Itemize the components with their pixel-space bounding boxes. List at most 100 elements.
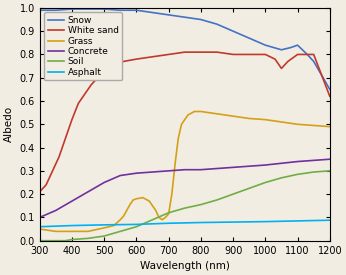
Concrete	[166, 169, 171, 172]
White sand	[102, 69, 106, 72]
Soil	[328, 169, 332, 172]
White sand	[328, 95, 332, 98]
Grass	[263, 118, 267, 121]
Snow	[199, 18, 203, 21]
White sand	[151, 55, 155, 58]
White sand	[312, 53, 316, 56]
Grass	[131, 198, 135, 202]
Soil	[38, 239, 42, 242]
Grass	[157, 216, 161, 219]
Snow	[183, 16, 187, 19]
White sand	[183, 51, 187, 54]
Grass	[176, 137, 180, 140]
Snow	[38, 9, 42, 12]
Soil	[54, 239, 58, 242]
Y-axis label: Albedo: Albedo	[4, 106, 14, 142]
Snow	[247, 37, 251, 40]
Grass	[215, 112, 219, 115]
Soil	[215, 198, 219, 202]
Soil	[70, 238, 74, 241]
White sand	[166, 53, 171, 56]
Snow	[289, 46, 293, 49]
White sand	[51, 169, 55, 172]
Grass	[231, 114, 235, 118]
Grass	[70, 230, 74, 233]
Snow	[102, 7, 106, 11]
White sand	[247, 53, 251, 56]
Snow	[231, 29, 235, 33]
Snow	[305, 53, 309, 56]
White sand	[295, 53, 300, 56]
White sand	[286, 60, 290, 63]
White sand	[89, 83, 93, 86]
Snow	[118, 9, 122, 12]
Grass	[154, 209, 158, 212]
Grass	[121, 214, 126, 218]
Asphalt	[134, 223, 138, 226]
White sand	[263, 53, 267, 56]
Concrete	[70, 199, 74, 203]
Concrete	[151, 170, 155, 174]
Snow	[328, 88, 332, 91]
Grass	[128, 203, 132, 206]
Asphalt	[328, 219, 332, 222]
Grass	[186, 113, 190, 117]
Soil	[86, 237, 90, 240]
Snow	[215, 23, 219, 26]
Concrete	[134, 172, 138, 175]
Asphalt	[166, 222, 171, 225]
Soil	[295, 173, 300, 176]
White sand	[199, 51, 203, 54]
White sand	[70, 118, 74, 121]
White sand	[44, 183, 48, 186]
Concrete	[328, 158, 332, 161]
Snow	[166, 13, 171, 16]
Concrete	[86, 190, 90, 193]
Legend: Snow, White sand, Grass, Concrete, Soil, Asphalt: Snow, White sand, Grass, Concrete, Soil,…	[44, 12, 122, 80]
Line: Asphalt: Asphalt	[40, 220, 330, 227]
Soil	[183, 207, 187, 210]
White sand	[121, 60, 126, 63]
White sand	[134, 57, 138, 61]
Grass	[54, 230, 58, 233]
Grass	[170, 192, 174, 196]
Soil	[102, 234, 106, 238]
Asphalt	[70, 224, 74, 227]
Asphalt	[231, 221, 235, 224]
Asphalt	[263, 220, 267, 223]
White sand	[95, 76, 100, 79]
Grass	[173, 162, 177, 166]
Concrete	[295, 160, 300, 163]
Soil	[151, 218, 155, 221]
White sand	[215, 51, 219, 54]
Grass	[295, 123, 300, 126]
White sand	[273, 57, 277, 61]
Concrete	[118, 174, 122, 177]
Snow	[263, 43, 267, 47]
Snow	[70, 7, 74, 11]
Concrete	[54, 209, 58, 212]
Concrete	[199, 168, 203, 171]
Asphalt	[199, 221, 203, 224]
Line: White sand: White sand	[40, 52, 330, 192]
White sand	[57, 155, 61, 158]
Grass	[134, 197, 138, 200]
Grass	[118, 218, 122, 221]
Grass	[247, 117, 251, 120]
Grass	[141, 196, 145, 199]
White sand	[38, 190, 42, 193]
X-axis label: Wavelength (nm): Wavelength (nm)	[140, 261, 230, 271]
Grass	[125, 209, 129, 212]
Snow	[86, 7, 90, 11]
Grass	[328, 125, 332, 128]
Concrete	[38, 216, 42, 219]
Concrete	[102, 181, 106, 184]
White sand	[83, 92, 87, 96]
White sand	[76, 102, 80, 105]
White sand	[63, 137, 67, 140]
Line: Snow: Snow	[40, 9, 330, 89]
Concrete	[231, 166, 235, 169]
Soil	[118, 230, 122, 233]
Asphalt	[295, 219, 300, 222]
Grass	[112, 224, 116, 227]
